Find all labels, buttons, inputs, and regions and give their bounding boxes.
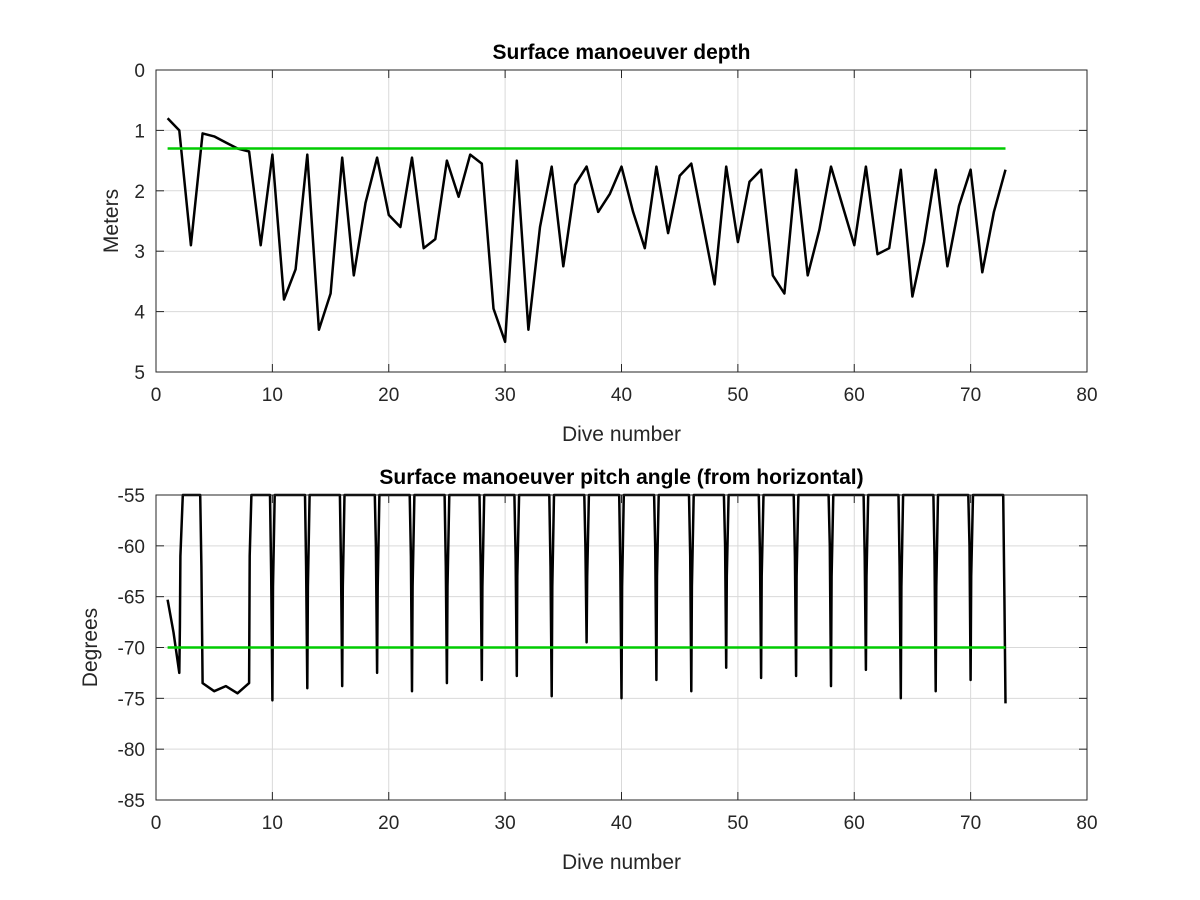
chart-1-title: Surface manoeuver depth xyxy=(493,41,751,64)
chart-1-series-line-1 xyxy=(166,117,1007,344)
chart-1-x-tick-label: 30 xyxy=(495,385,516,406)
chart-1-y-tick-label: 2 xyxy=(134,182,145,203)
chart-2-x-tick-label: 0 xyxy=(151,813,162,834)
chart-2-title: Surface manoeuver pitch angle (from hori… xyxy=(379,466,863,489)
chart-2-x-tick-label: 50 xyxy=(727,813,748,834)
chart-1-y-tick-label: 1 xyxy=(134,121,145,142)
chart-2-series-line-1 xyxy=(166,493,1007,704)
chart-1-y-tick-label: 3 xyxy=(134,242,145,263)
chart-1-y-axis-label: Meters xyxy=(100,189,123,253)
chart-1-y-tick-label: 0 xyxy=(134,61,145,82)
chart-1-x-tick-label: 0 xyxy=(151,385,162,406)
chart-2-y-tick-label: -80 xyxy=(118,740,145,761)
chart-2-y-tick-label: -70 xyxy=(118,639,145,660)
chart-2-x-tick-label: 60 xyxy=(844,813,865,834)
chart-2-y-tick-label: -85 xyxy=(118,791,145,812)
chart-2-y-tick-label: -55 xyxy=(118,486,145,507)
chart-2-y-tick-label: -75 xyxy=(118,689,145,710)
chart-1-x-tick-label: 20 xyxy=(378,385,399,406)
chart-1-x-axis-label: Dive number xyxy=(562,423,681,446)
chart-1-y-tick-label: 5 xyxy=(134,363,145,384)
chart-1-x-tick-label: 50 xyxy=(727,385,748,406)
chart-2-y-tick-label: -60 xyxy=(118,537,145,558)
chart-1-y-tick-label: 4 xyxy=(134,303,145,324)
chart-2-y-axis-label: Degrees xyxy=(79,608,102,687)
chart-2-x-tick-label: 10 xyxy=(262,813,283,834)
chart-1-x-tick-label: 40 xyxy=(611,385,632,406)
chart-1-axes: 0 10 20 30 40 50 60 70 80 0 1 2 3 4 5 Surface manoeuver… xyxy=(100,41,1098,446)
chart-2-x-tick-label: 80 xyxy=(1076,813,1097,834)
chart-2-x-tick-label: 30 xyxy=(495,813,516,834)
chart-2-x-axis-label: Dive number xyxy=(562,851,681,874)
chart-1-x-tick-label: 70 xyxy=(960,385,981,406)
chart-1-x-tick-label: 80 xyxy=(1076,385,1097,406)
chart-2-axes: 0 10 20 30 40 50 60 70 80 -55 -60 -65 -70 -75 -80 -85 Su… xyxy=(79,466,1098,874)
chart-1-x-tick-label: 60 xyxy=(844,385,865,406)
chart-2-y-tick-label: -65 xyxy=(118,588,145,609)
chart-2-x-tick-label: 70 xyxy=(960,813,981,834)
chart-1-x-tick-label: 10 xyxy=(262,385,283,406)
chart-2-x-tick-label: 40 xyxy=(611,813,632,834)
chart-2-x-tick-label: 20 xyxy=(378,813,399,834)
